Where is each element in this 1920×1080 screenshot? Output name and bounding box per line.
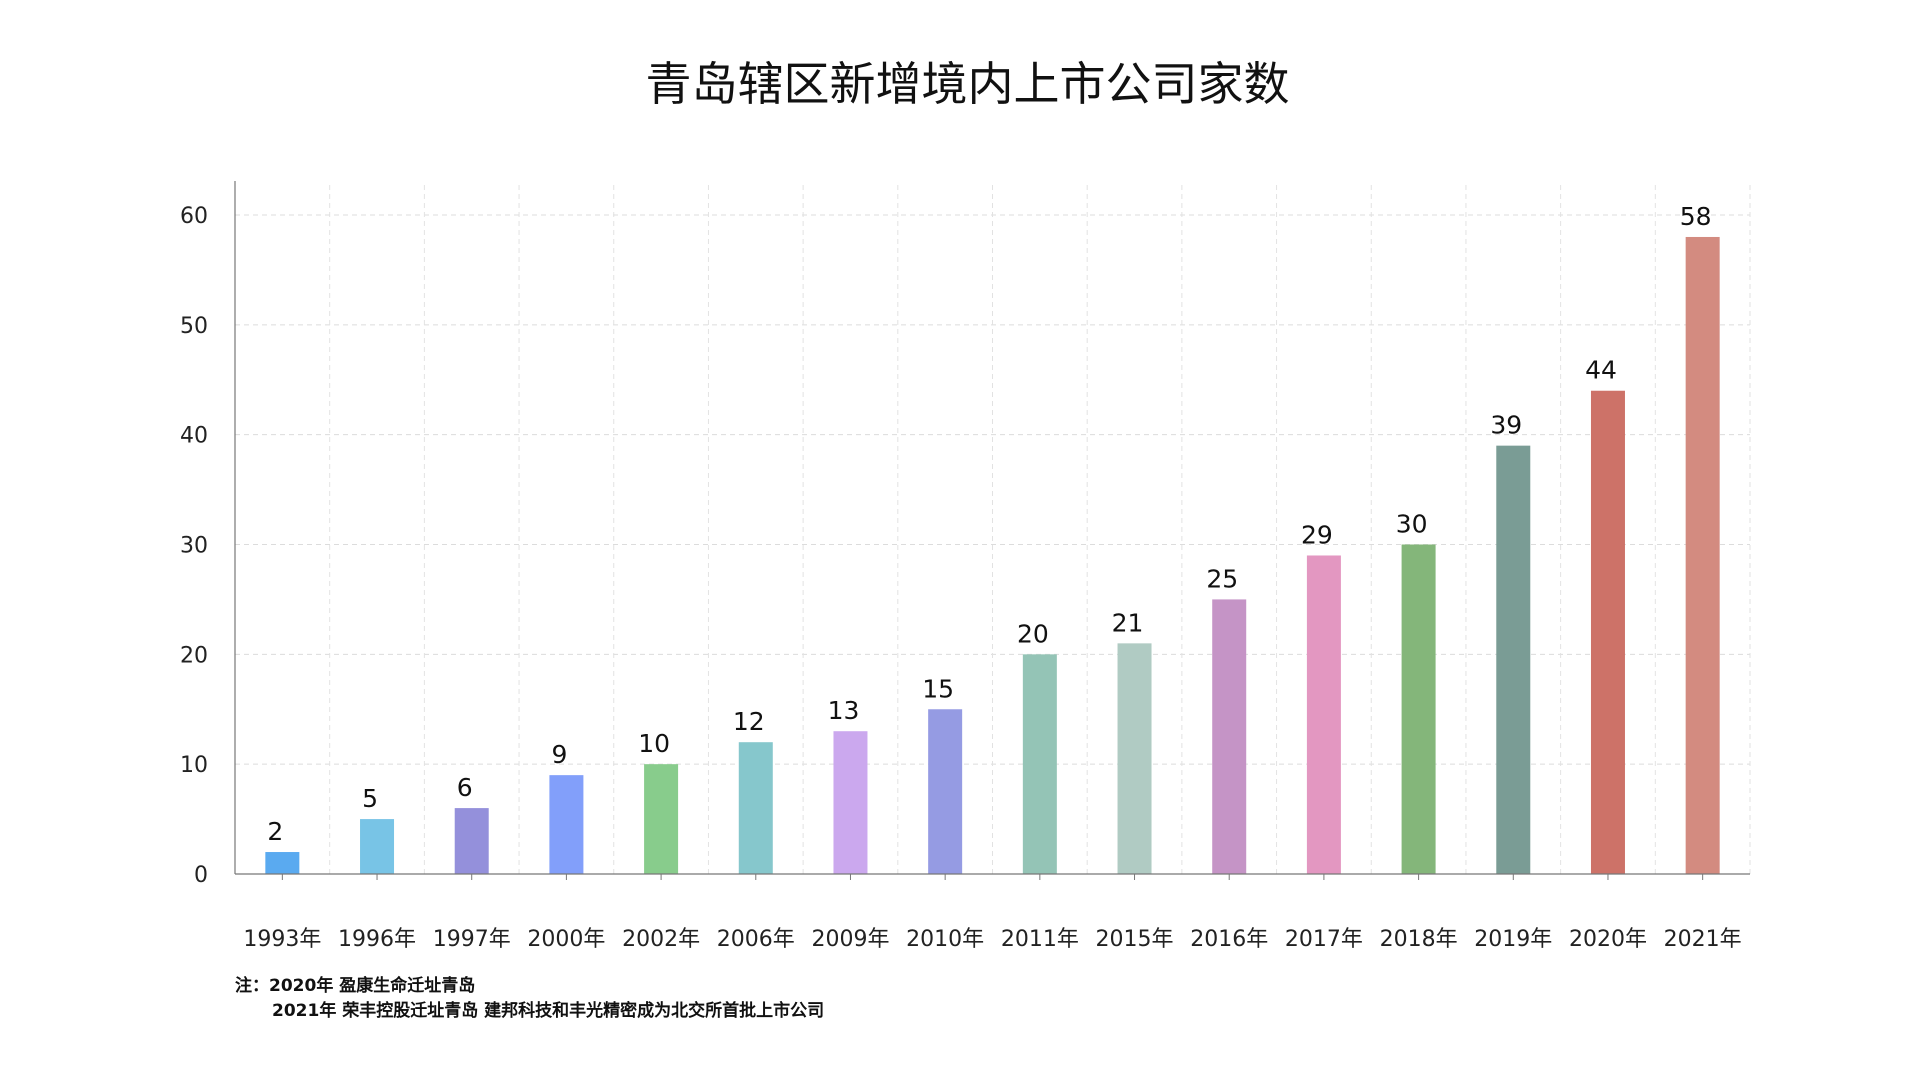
data-label: 10 [638,729,670,758]
data-label: 21 [1112,608,1144,637]
x-tick-label: 2011年 [1001,927,1079,952]
bar [644,764,679,874]
y-tick-label: 20 [180,643,208,668]
y-tick-label: 50 [180,314,208,339]
bar [833,731,868,874]
data-label: 58 [1680,202,1712,231]
bar [454,808,489,874]
data-label: 29 [1301,520,1333,549]
data-label: 12 [733,707,765,736]
bar [1590,390,1625,874]
data-label: 25 [1206,564,1238,593]
data-label: 6 [457,773,473,802]
x-tick-label: 2016年 [1190,927,1268,952]
bar [1022,654,1057,874]
note-line-2: 2021年 荣丰控股迁址青岛 建邦科技和丰光精密成为北交所首批上市公司 [272,1001,825,1021]
x-tick-label: 2018年 [1380,927,1458,952]
y-tick-label: 10 [180,753,208,778]
x-tick-label: 2021年 [1664,927,1742,952]
x-tick-label: 1997年 [433,927,511,952]
bar [928,709,963,874]
bar [738,742,773,874]
x-tick-label: 2006年 [717,927,795,952]
x-tick-label: 1993年 [243,927,321,952]
data-label: 15 [922,674,954,703]
data-label: 5 [362,784,378,813]
bar [1306,555,1341,874]
bar [1401,544,1436,874]
x-tick-label: 2015年 [1096,927,1174,952]
bar [1212,599,1247,874]
x-tick-label: 2020年 [1569,927,1647,952]
x-tick-label: 2019年 [1474,927,1552,952]
data-label: 20 [1017,619,1049,648]
bar [1685,236,1720,874]
x-tick-label: 1996年 [338,927,416,952]
y-tick-label: 60 [180,204,208,229]
data-label: 9 [551,740,567,769]
bar [1117,643,1152,874]
data-label: 30 [1396,510,1428,539]
y-tick-label: 30 [180,534,208,559]
note-line-1: 注：2020年 盈康生命迁址青岛 [235,976,476,996]
bar [265,852,300,874]
x-tick-label: 2010年 [906,927,984,952]
bar [549,775,584,874]
bar [360,819,395,874]
data-label: 2 [267,817,283,846]
y-tick-label: 0 [194,863,208,888]
data-label: 44 [1585,356,1617,385]
chart-title: 青岛辖区新增境内上市公司家数 [645,57,1290,111]
x-tick-label: 2017年 [1285,927,1363,952]
data-label: 39 [1490,411,1522,440]
y-tick-label: 40 [180,424,208,449]
x-tick-label: 2002年 [622,927,700,952]
bar [1496,445,1531,874]
x-tick-label: 2009年 [811,927,889,952]
data-label: 13 [828,696,860,725]
x-tick-label: 2000年 [527,927,605,952]
